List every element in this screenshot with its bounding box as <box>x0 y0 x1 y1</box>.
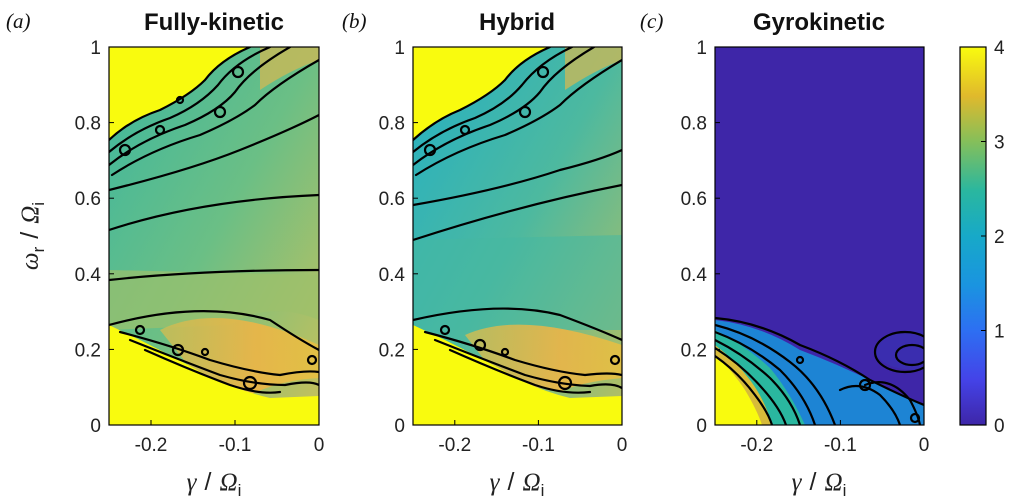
ylabel-symbol: ω <box>17 252 44 270</box>
ylabel-denom: Ω <box>17 206 44 224</box>
panel-a-contours <box>109 47 319 394</box>
panel-a-xlabel: γ / Ωi <box>187 468 242 500</box>
panel-b-xtick-label: -0.2 <box>438 435 471 456</box>
panel-c-xtick-label: 0 <box>919 435 930 456</box>
panel-c-ytick-label: 0.4 <box>681 265 708 286</box>
colorbar-tick-label: 1 <box>994 322 1005 343</box>
panel-a-ytick-label: 0.4 <box>75 265 102 286</box>
panel-c-ytick-label: 0.6 <box>681 189 707 210</box>
panel-c-title: Gyrokinetic <box>753 9 885 36</box>
panel-c-label: (c) <box>640 9 663 33</box>
panel-c-field <box>715 47 924 425</box>
panel-c-contours <box>715 316 924 425</box>
panel-b-title: Hybrid <box>479 9 555 36</box>
panel-a-ytick-label: 0.8 <box>75 114 101 135</box>
panel-c-xtick-label: -0.2 <box>740 435 773 456</box>
panel-a <box>108 46 320 426</box>
panel-b <box>412 46 623 426</box>
panel-a-field <box>109 47 319 425</box>
colorbar-tick-label: 4 <box>994 38 1005 59</box>
panel-b-contours <box>413 47 622 394</box>
panel-b-ytick-label: 0.4 <box>379 265 406 286</box>
panel-a-xtick-label: -0.1 <box>219 435 252 456</box>
panel-c <box>714 46 925 426</box>
panel-b-ytick-label: 0.8 <box>379 114 405 135</box>
panel-a-ytick-label: 0.6 <box>75 189 101 210</box>
colorbar-tick-label: 2 <box>994 227 1005 248</box>
panel-b-xtick-label: 0 <box>617 435 628 456</box>
panel-b-xlabel: γ / Ωi <box>490 468 545 500</box>
panel-a-xtick-label: 0 <box>314 435 325 456</box>
panel-b-xtick-label: -0.1 <box>522 435 555 456</box>
panel-a-label: (a) <box>6 9 31 33</box>
panel-a-ytick-label: 1 <box>90 38 101 59</box>
panel-b-ytick-label: 0.6 <box>379 189 405 210</box>
panel-a-xtick-label: -0.2 <box>135 435 168 456</box>
panel-a-ytick-label: 0 <box>90 416 101 437</box>
colorbar: 0 1 2 3 4 <box>959 38 1005 437</box>
panel-a-ytick-label: 0.2 <box>75 340 101 361</box>
svg-text:ωr/Ωi: ωr / Ωi <box>16 202 48 270</box>
panel-b-label: (b) <box>342 9 367 33</box>
panel-c-xtick-label: -0.1 <box>824 435 857 456</box>
panel-c-xlabel: γ / Ωi <box>792 468 847 500</box>
panel-c-ytick-label: 0.2 <box>681 340 707 361</box>
panel-b-field <box>413 47 622 425</box>
panel-c-ytick-label: 0 <box>696 416 707 437</box>
panel-a-title: Fully-kinetic <box>144 9 284 36</box>
panel-c-ytick-label: 1 <box>696 38 707 59</box>
ylabel-sub: r <box>29 246 48 252</box>
ylabel-sub2: i <box>29 202 48 206</box>
panel-b-ytick-label: 0.2 <box>379 340 405 361</box>
panel-b-ytick-label: 1 <box>394 38 405 59</box>
ylabel-slash: / <box>16 232 44 239</box>
colorbar-tick-label: 3 <box>994 133 1005 154</box>
y-axis-label: ωr / Ωi <box>16 202 48 270</box>
colorbar-tick-label: 0 <box>994 416 1005 437</box>
panel-c-ytick-label: 0.8 <box>681 114 707 135</box>
panel-b-ytick-label: 0 <box>394 416 405 437</box>
